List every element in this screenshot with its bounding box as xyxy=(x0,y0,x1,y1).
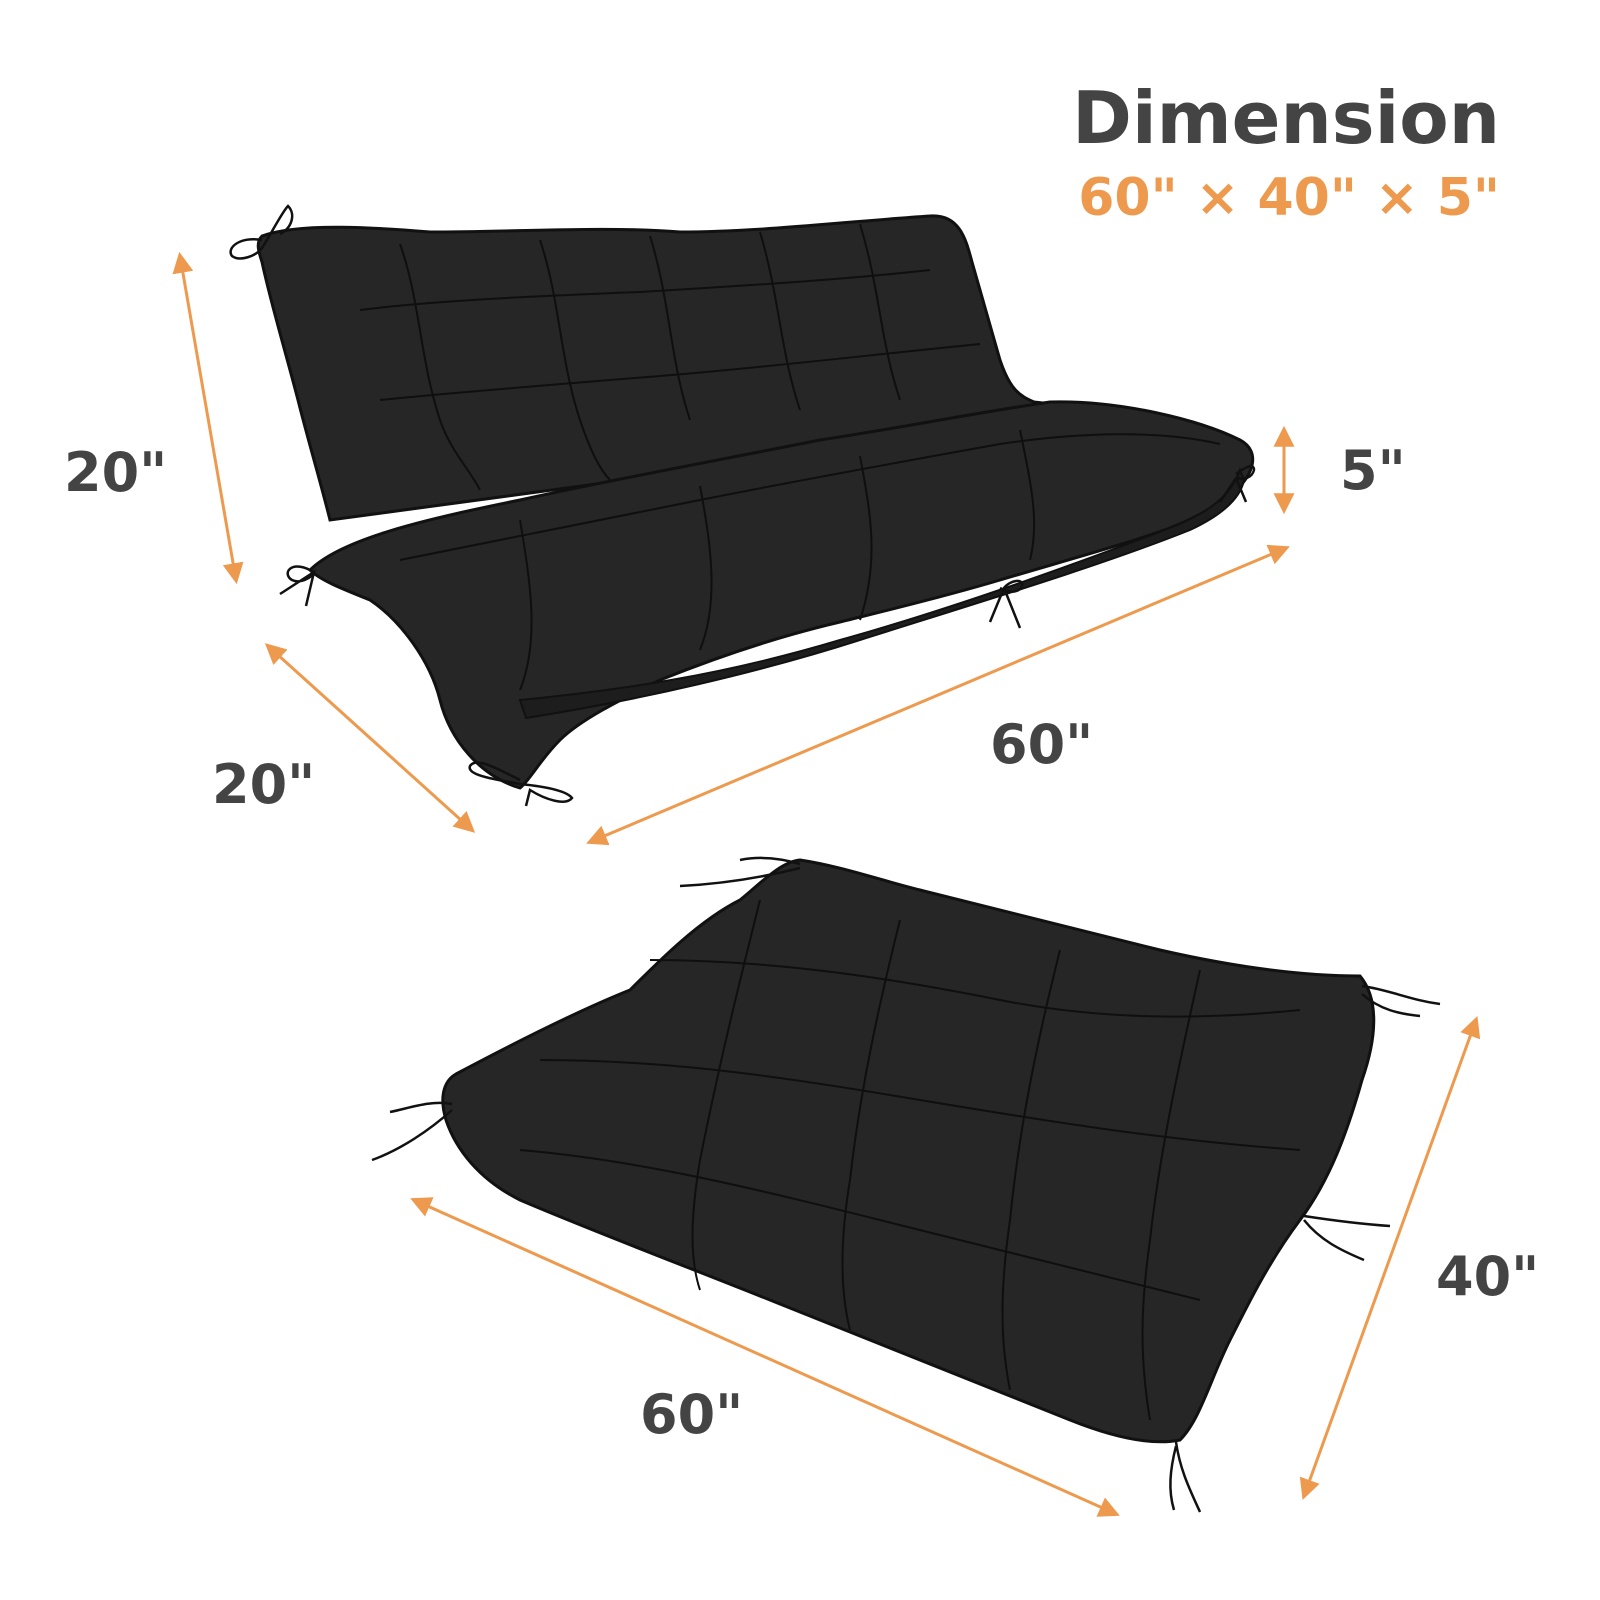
backrest-panel xyxy=(256,214,1053,522)
thickness-label: 5" xyxy=(1340,439,1406,502)
backrest-tufting xyxy=(359,223,981,491)
page-title: Dimension xyxy=(1072,76,1500,160)
top-width-arrow xyxy=(586,544,1290,846)
seat-depth-arrow xyxy=(264,643,476,833)
bottom-width-arrow xyxy=(410,1197,1120,1517)
folded-swing-cushion xyxy=(229,204,1256,807)
bottom-width-label: 60" xyxy=(640,1383,744,1446)
bottom-length-label: 40" xyxy=(1436,1245,1540,1308)
flat-cushion-body xyxy=(441,858,1376,1444)
flat-cushion xyxy=(371,856,1441,1513)
dimension-arrows xyxy=(172,251,1481,1517)
back-height-arrow xyxy=(172,251,244,585)
back-height-label: 20" xyxy=(64,441,168,504)
flat-cushion-ties xyxy=(371,856,1441,1513)
top-width-label: 60" xyxy=(990,713,1094,776)
overall-dimensions: 60" × 40" × 5" xyxy=(1078,168,1500,228)
bottom-length-arrow xyxy=(1299,1016,1481,1500)
seat-depth-label: 20" xyxy=(212,753,316,816)
